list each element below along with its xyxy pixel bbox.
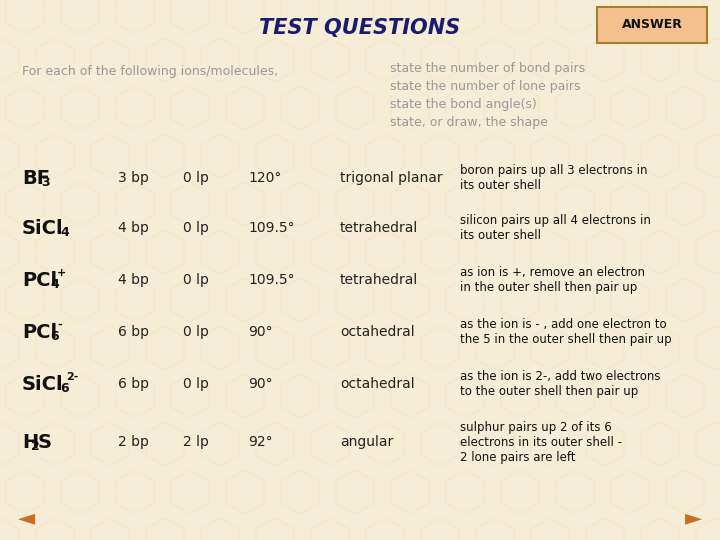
Text: octahedral: octahedral [340,325,415,339]
Text: 4 bp: 4 bp [118,273,149,287]
Text: PCl: PCl [22,271,57,289]
Text: as ion is +, remove an electron: as ion is +, remove an electron [460,266,645,279]
Text: 6 bp: 6 bp [118,377,149,391]
Text: as the ion is - , add one electron to: as the ion is - , add one electron to [460,318,667,331]
Text: 4: 4 [50,279,59,292]
Text: as the ion is 2-, add two electrons: as the ion is 2-, add two electrons [460,370,660,383]
Text: sulphur pairs up 2 of its 6: sulphur pairs up 2 of its 6 [460,421,612,434]
Text: 4 bp: 4 bp [118,221,149,235]
Text: 90°: 90° [248,377,273,391]
Text: to the outer shell then pair up: to the outer shell then pair up [460,385,638,398]
Text: TEST QUESTIONS: TEST QUESTIONS [259,18,461,38]
Text: state the number of lone pairs: state the number of lone pairs [390,80,580,93]
Text: ANSWER: ANSWER [621,18,683,31]
Text: 3: 3 [41,177,50,190]
Text: ◄: ◄ [18,508,35,528]
Text: +: + [57,268,66,278]
Text: electrons in its outer shell -: electrons in its outer shell - [460,435,622,449]
Text: S: S [38,433,52,451]
Text: 2 lone pairs are left: 2 lone pairs are left [460,450,575,463]
Text: tetrahedral: tetrahedral [340,273,418,287]
Text: octahedral: octahedral [340,377,415,391]
Text: 0 lp: 0 lp [183,171,209,185]
Text: state, or draw, the shape: state, or draw, the shape [390,116,548,129]
Text: trigonal planar: trigonal planar [340,171,443,185]
Text: -: - [57,320,62,330]
Text: tetrahedral: tetrahedral [340,221,418,235]
Text: BF: BF [22,168,50,187]
Text: the 5 in the outer shell then pair up: the 5 in the outer shell then pair up [460,333,672,346]
Text: in the outer shell then pair up: in the outer shell then pair up [460,281,637,294]
Text: 6 bp: 6 bp [118,325,149,339]
Text: 0 lp: 0 lp [183,325,209,339]
Text: 2 lp: 2 lp [183,435,209,449]
Text: state the number of bond pairs: state the number of bond pairs [390,62,585,75]
Text: 120°: 120° [248,171,282,185]
Text: 0 lp: 0 lp [183,377,209,391]
Text: 3 bp: 3 bp [118,171,149,185]
FancyBboxPatch shape [597,7,707,43]
Text: its outer shell: its outer shell [460,229,541,242]
Text: silicon pairs up all 4 electrons in: silicon pairs up all 4 electrons in [460,214,651,227]
Text: 6: 6 [60,382,68,395]
Text: H: H [22,433,38,451]
Text: 109.5°: 109.5° [248,273,294,287]
Text: 0 lp: 0 lp [183,273,209,287]
Text: 2 bp: 2 bp [118,435,149,449]
Text: 4: 4 [60,226,68,240]
Text: state the bond angle(s): state the bond angle(s) [390,98,536,111]
Text: its outer shell: its outer shell [460,179,541,192]
Text: 0 lp: 0 lp [183,221,209,235]
Text: 109.5°: 109.5° [248,221,294,235]
Text: For each of the following ions/molecules,: For each of the following ions/molecules… [22,65,278,78]
Text: 2: 2 [32,441,40,454]
Text: SiCl: SiCl [22,375,63,394]
Text: 2-: 2- [66,372,79,382]
Text: SiCl: SiCl [22,219,63,238]
Text: boron pairs up all 3 electrons in: boron pairs up all 3 electrons in [460,164,647,177]
Text: 6: 6 [50,330,59,343]
Text: angular: angular [340,435,393,449]
Text: 90°: 90° [248,325,273,339]
Text: PCl: PCl [22,322,57,341]
Text: 92°: 92° [248,435,273,449]
Text: ►: ► [685,508,702,528]
